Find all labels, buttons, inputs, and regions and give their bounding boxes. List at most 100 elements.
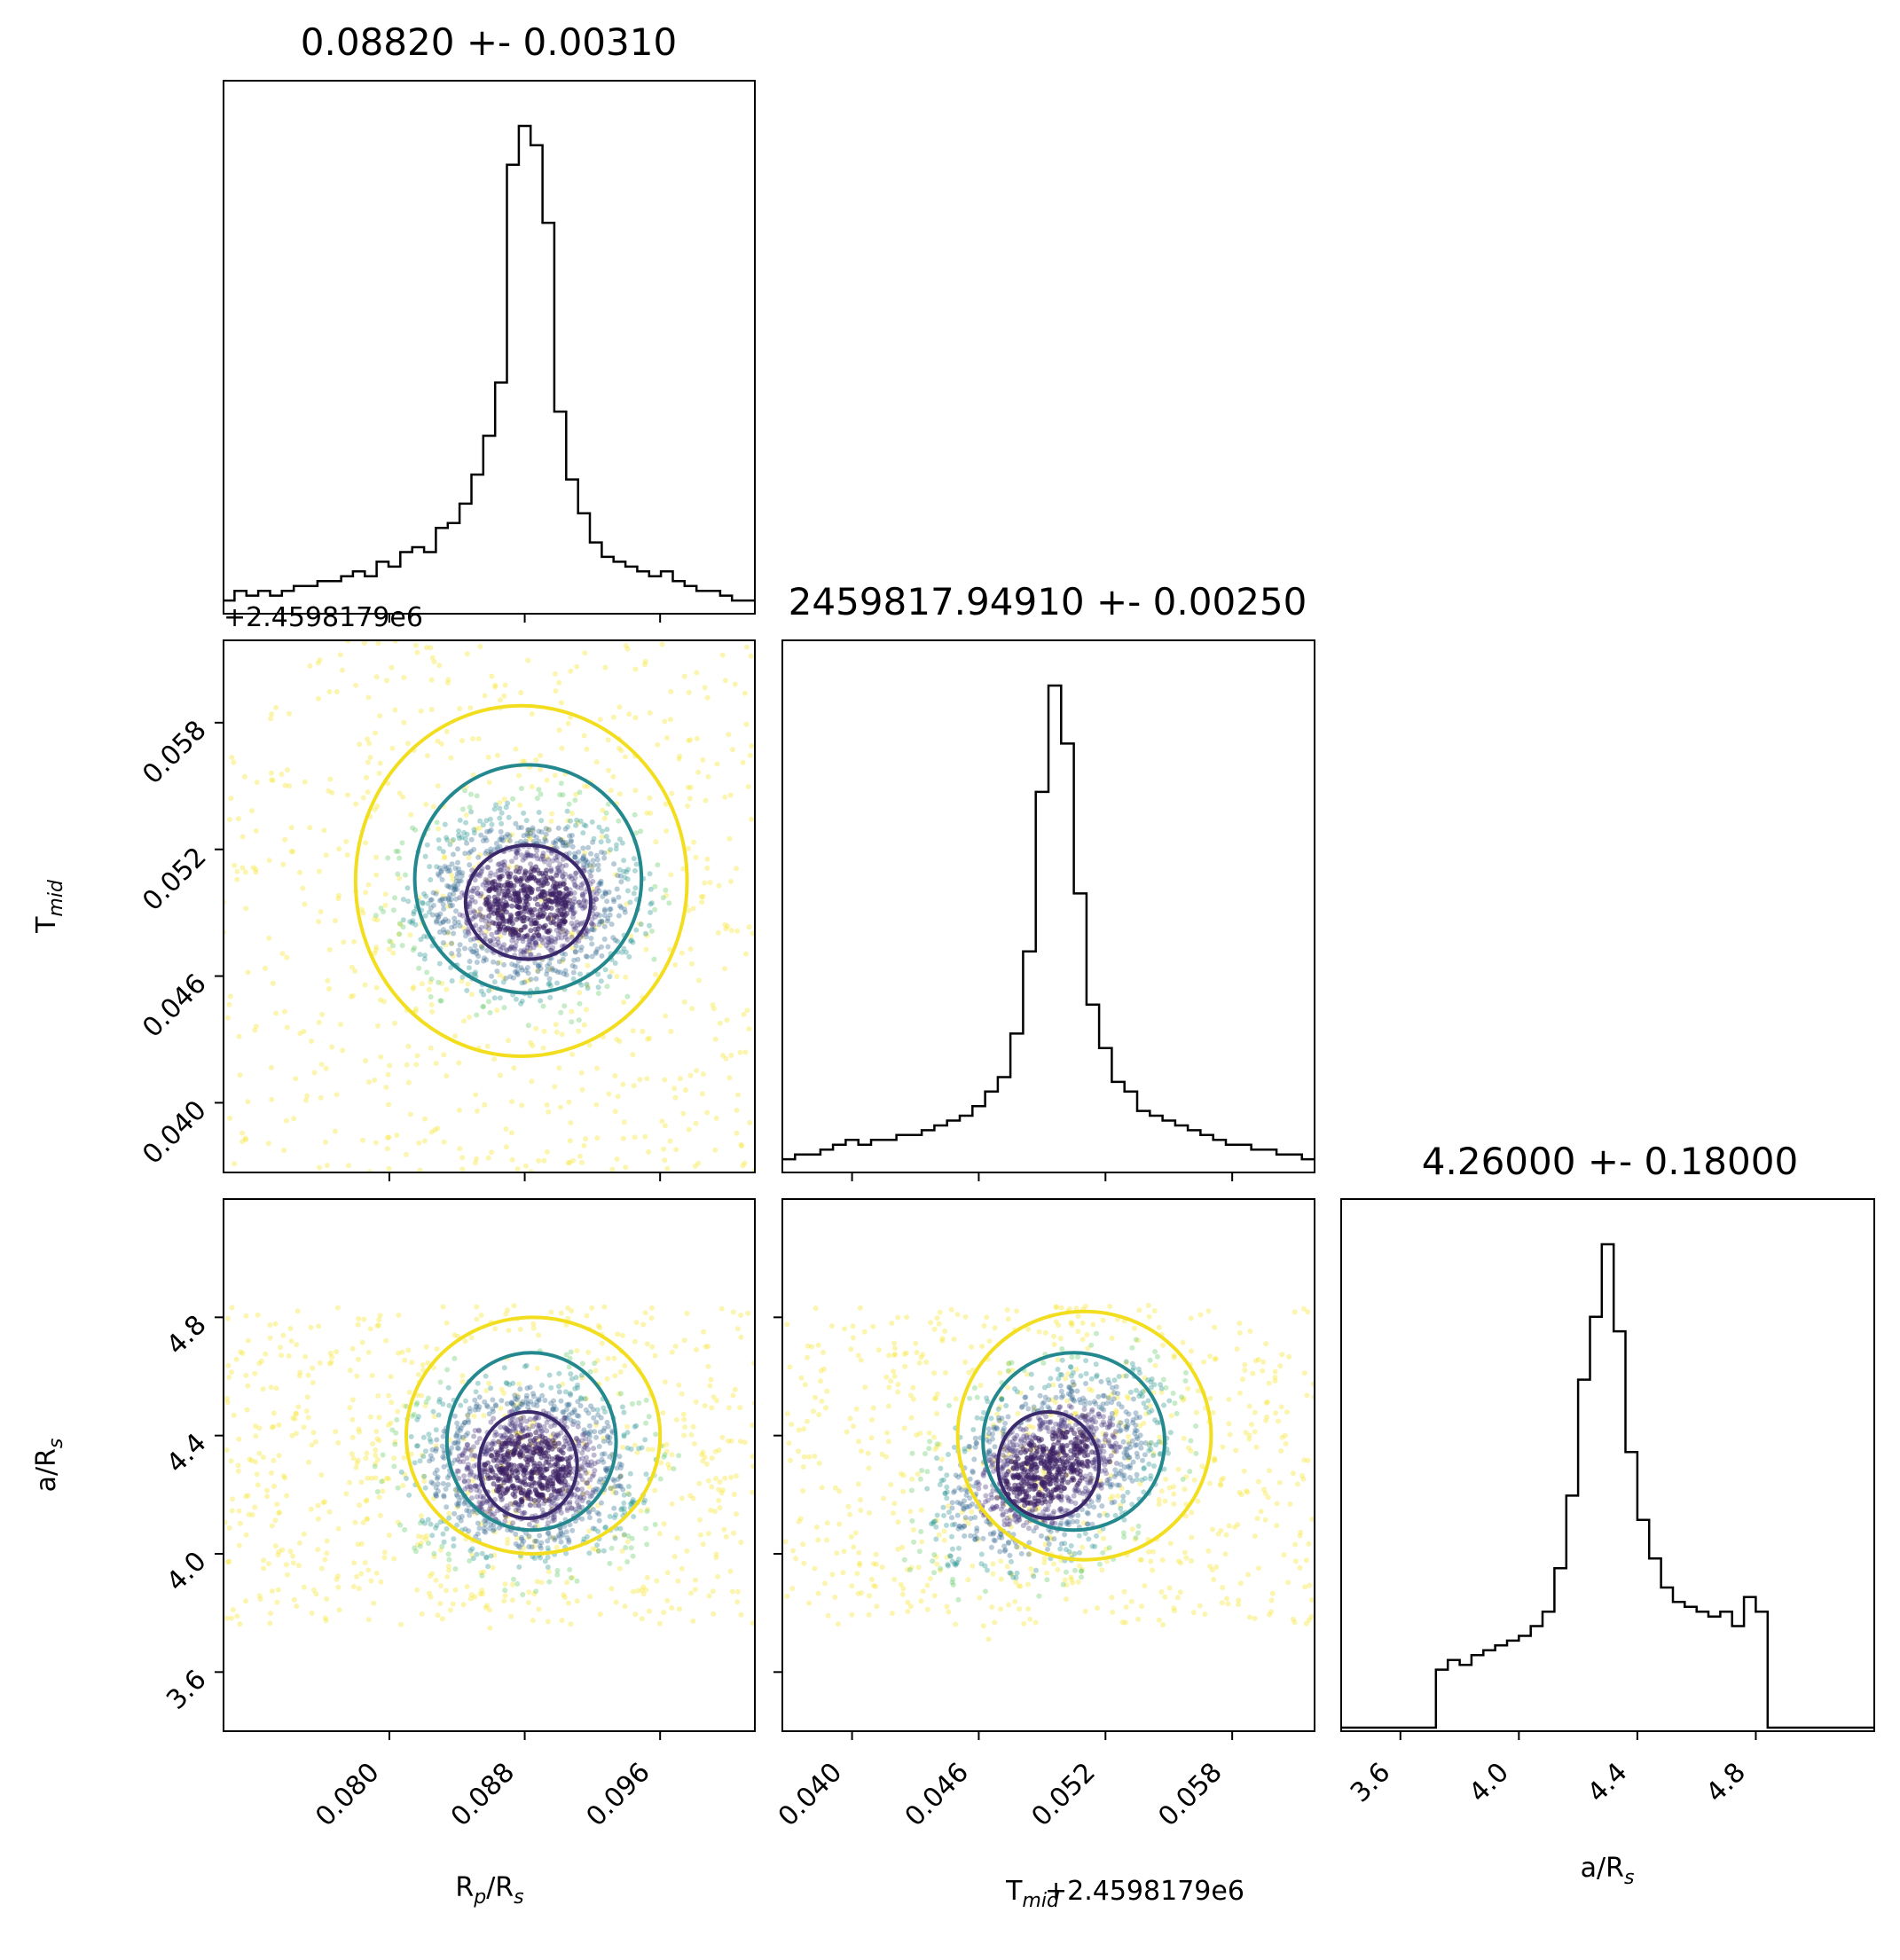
- data-point: [985, 1399, 991, 1405]
- data-point: [956, 1523, 962, 1529]
- data-point: [1021, 1469, 1027, 1474]
- data-point: [1277, 1363, 1284, 1369]
- data-point: [715, 1573, 721, 1580]
- data-point: [664, 1165, 671, 1172]
- data-point: [548, 866, 554, 872]
- data-point: [597, 1611, 603, 1618]
- data-point: [1009, 1367, 1016, 1373]
- data-point: [390, 950, 396, 956]
- data-point: [742, 690, 748, 696]
- data-point: [455, 882, 461, 888]
- data-point: [957, 1501, 963, 1507]
- data-point: [1090, 1419, 1095, 1425]
- data-point: [1151, 1382, 1158, 1388]
- data-point: [499, 835, 505, 841]
- data-point: [832, 1485, 838, 1491]
- data-point: [382, 891, 389, 898]
- data-point: [1098, 1482, 1104, 1488]
- data-point: [726, 1405, 732, 1411]
- data-point: [596, 882, 602, 888]
- data-point: [624, 1559, 631, 1564]
- data-point: [909, 1450, 915, 1456]
- data-point: [652, 1352, 658, 1359]
- data-point: [690, 906, 696, 912]
- data-point: [953, 1621, 959, 1627]
- data-point: [424, 1533, 429, 1539]
- data-point: [335, 1439, 342, 1446]
- data-point: [589, 926, 595, 932]
- scatter-rp-tmid: [224, 640, 755, 1172]
- data-point: [1068, 1427, 1074, 1433]
- data-point: [573, 949, 578, 955]
- data-point: [992, 1505, 997, 1511]
- data-point: [509, 903, 515, 909]
- data-point: [227, 993, 233, 1000]
- data-point: [920, 1352, 926, 1358]
- data-point: [253, 869, 259, 875]
- data-point: [224, 1399, 231, 1405]
- data-point: [1030, 1432, 1036, 1439]
- data-point: [711, 1394, 717, 1400]
- data-point: [574, 1598, 580, 1604]
- data-point: [541, 892, 547, 898]
- data-point: [1243, 1430, 1249, 1436]
- data-point: [965, 1504, 970, 1510]
- data-point: [438, 897, 444, 903]
- data-point: [959, 1501, 965, 1508]
- data-point: [572, 883, 578, 889]
- data-point: [858, 1357, 864, 1363]
- data-point: [656, 1620, 663, 1627]
- data-point: [522, 979, 528, 985]
- data-point: [1082, 1485, 1088, 1491]
- data-point: [914, 1350, 920, 1355]
- data-point: [969, 1509, 975, 1515]
- data-point: [451, 1536, 457, 1542]
- data-point: [523, 853, 530, 858]
- data-point: [482, 914, 488, 921]
- data-point: [451, 891, 457, 897]
- data-point: [523, 978, 529, 984]
- data-point: [420, 1362, 426, 1368]
- data-point: [428, 897, 435, 903]
- data-point: [945, 1562, 951, 1568]
- data-point: [497, 1072, 503, 1078]
- data-point: [506, 833, 513, 839]
- data-point: [549, 947, 554, 953]
- data-point: [498, 1406, 504, 1411]
- data-point: [917, 1476, 923, 1482]
- data-point: [554, 837, 559, 843]
- data-point: [1111, 1499, 1118, 1505]
- data-point: [541, 1157, 547, 1164]
- data-point: [313, 1591, 319, 1597]
- data-point: [1147, 1403, 1153, 1409]
- data-point: [349, 1345, 356, 1352]
- data-point: [1060, 1392, 1066, 1399]
- data-point: [568, 837, 574, 843]
- data-point: [499, 912, 506, 918]
- data-point: [979, 1415, 985, 1422]
- data-point: [374, 804, 381, 809]
- data-point: [373, 872, 380, 878]
- data-point: [548, 937, 554, 944]
- data-point: [555, 931, 561, 937]
- data-point: [1064, 1519, 1070, 1525]
- data-point: [348, 993, 354, 1000]
- data-point: [649, 1446, 656, 1453]
- data-point: [536, 828, 542, 835]
- data-point: [1146, 1442, 1152, 1448]
- data-point: [646, 1149, 652, 1155]
- data-point: [402, 1471, 408, 1478]
- data-point: [1078, 1373, 1084, 1379]
- data-point: [367, 755, 373, 760]
- data-point: [748, 653, 754, 659]
- data-point: [659, 641, 665, 647]
- data-point: [711, 1611, 717, 1617]
- data-point: [1040, 1360, 1047, 1366]
- data-point: [449, 978, 455, 984]
- data-point: [486, 913, 492, 919]
- data-point: [954, 1312, 961, 1318]
- data-point: [990, 1487, 996, 1494]
- data-point: [373, 1461, 379, 1467]
- data-point: [715, 929, 721, 936]
- data-point: [1091, 1429, 1097, 1435]
